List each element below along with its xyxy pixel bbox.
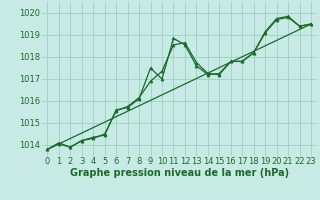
X-axis label: Graphe pression niveau de la mer (hPa): Graphe pression niveau de la mer (hPa) xyxy=(70,168,289,178)
